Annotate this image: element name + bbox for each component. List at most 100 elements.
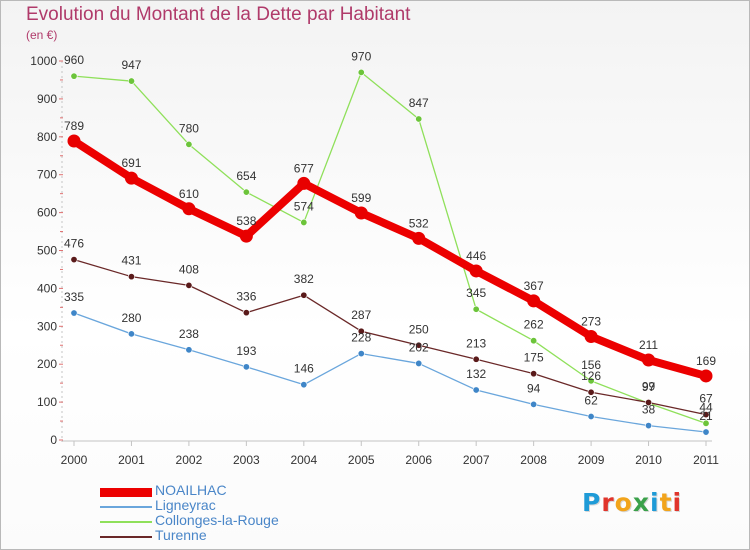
data-label-noailhac: 446: [466, 249, 486, 263]
chart-subtitle: (en €): [26, 28, 58, 42]
data-label-turenne: 175: [524, 351, 544, 365]
data-label-ligneyrac: 280: [121, 311, 141, 325]
data-point-collonges-la-rouge: [185, 140, 193, 148]
data-label-noailhac: 691: [121, 156, 141, 170]
logo-letter: t: [659, 488, 673, 517]
y-tick-label: 100: [37, 395, 57, 409]
data-label-ligneyrac: 238: [179, 327, 199, 341]
data-label-noailhac: 211: [639, 338, 658, 352]
x-tick-label: 2007: [463, 453, 490, 467]
data-label-collonges-la-rouge: 970: [351, 49, 371, 63]
data-point-noailhac: [642, 353, 656, 367]
data-point-turenne: [300, 291, 308, 299]
x-tick-label: 2004: [290, 453, 317, 467]
data-label-noailhac: 532: [409, 216, 429, 230]
data-label-ligneyrac: 202: [409, 340, 429, 354]
x-tick-label: 2006: [405, 453, 432, 467]
y-tick-label: 500: [37, 244, 57, 258]
data-point-noailhac: [354, 206, 368, 220]
y-tick-label: 200: [37, 357, 57, 371]
data-point-ligneyrac: [645, 422, 653, 430]
legend-label-collonges-la-rouge: Collonges-la-Rouge: [155, 512, 279, 528]
y-tick-label: 800: [37, 130, 57, 144]
data-point-noailhac: [297, 176, 311, 190]
data-label-turenne: 476: [64, 237, 84, 251]
data-point-turenne: [242, 309, 250, 317]
logo-letter: P: [582, 488, 602, 517]
data-point-turenne: [127, 273, 135, 281]
data-point-collonges-la-rouge: [242, 188, 250, 196]
data-label-ligneyrac: 94: [527, 381, 541, 395]
data-point-ligneyrac: [415, 359, 423, 367]
legend-swatch-ligneyrac: [100, 506, 152, 508]
data-point-ligneyrac: [242, 363, 250, 371]
data-point-ligneyrac: [357, 350, 365, 358]
data-point-noailhac: [584, 330, 598, 344]
data-point-ligneyrac: [530, 400, 538, 408]
data-label-noailhac: 677: [294, 161, 314, 175]
data-point-collonges-la-rouge: [127, 77, 135, 85]
legend-label-noailhac: NOAILHAC: [155, 482, 227, 498]
data-label-turenne: 213: [466, 336, 486, 350]
data-point-turenne: [530, 370, 538, 378]
data-label-noailhac: 273: [581, 315, 601, 329]
data-label-collonges-la-rouge: 960: [64, 53, 84, 67]
data-point-collonges-la-rouge: [300, 218, 308, 226]
y-tick-label: 900: [37, 92, 57, 106]
x-tick-label: 2000: [61, 453, 88, 467]
legend-label-ligneyrac: Ligneyrac: [155, 497, 216, 513]
data-label-noailhac: 169: [696, 354, 716, 368]
data-label-collonges-la-rouge: 574: [294, 199, 314, 213]
y-tick-label: 300: [37, 319, 57, 333]
data-point-ligneyrac: [127, 330, 135, 338]
data-label-ligneyrac: 335: [64, 290, 84, 304]
data-point-noailhac: [182, 202, 196, 216]
x-tick-label: 2002: [176, 453, 203, 467]
logo-letter: o: [614, 488, 633, 517]
proxiti-logo: Proxiti: [582, 488, 682, 517]
data-point-ligneyrac: [70, 309, 78, 317]
data-point-noailhac: [412, 231, 426, 245]
data-label-ligneyrac: 228: [351, 331, 371, 345]
data-point-collonges-la-rouge: [530, 337, 538, 345]
data-label-ligneyrac: 38: [642, 403, 656, 417]
data-point-turenne: [70, 256, 78, 264]
chart-title: Evolution du Montant de la Dette par Hab…: [26, 4, 411, 25]
data-point-ligneyrac: [300, 381, 308, 389]
legend-swatch-turenne: [100, 536, 152, 538]
data-point-turenne: [702, 411, 710, 419]
data-label-noailhac: 610: [179, 187, 199, 201]
data-label-ligneyrac: 132: [466, 367, 486, 381]
series-line-collonges-la-rouge: [73, 71, 707, 424]
data-label-turenne: 99: [642, 379, 656, 393]
series-line-ligneyrac: [73, 312, 707, 433]
y-tick-label: 400: [37, 281, 57, 295]
data-point-collonges-la-rouge: [472, 305, 480, 313]
y-tick-label: 1000: [30, 54, 57, 68]
y-tick-label: 700: [37, 168, 57, 182]
data-point-noailhac: [527, 294, 541, 308]
data-label-ligneyrac: 62: [584, 394, 598, 408]
data-label-turenne: 250: [409, 322, 429, 336]
data-point-turenne: [587, 388, 595, 396]
data-label-collonges-la-rouge: 156: [581, 358, 601, 372]
y-tick-label: 0: [50, 433, 57, 447]
data-label-collonges-la-rouge: 345: [466, 286, 486, 300]
data-point-noailhac: [699, 369, 713, 383]
x-tick-label: 2009: [578, 453, 605, 467]
data-point-collonges-la-rouge: [415, 115, 423, 123]
data-label-noailhac: 599: [351, 191, 371, 205]
data-point-turenne: [472, 355, 480, 363]
data-label-collonges-la-rouge: 847: [409, 96, 429, 110]
x-tick-label: 2008: [520, 453, 547, 467]
data-label-turenne: 408: [179, 262, 199, 276]
x-tick-label: 2003: [233, 453, 260, 467]
data-point-turenne: [185, 281, 193, 289]
legend-label-turenne: Turenne: [155, 527, 207, 543]
data-label-noailhac: 538: [236, 214, 256, 228]
data-label-collonges-la-rouge: 654: [236, 169, 256, 183]
data-point-collonges-la-rouge: [70, 72, 78, 80]
data-label-collonges-la-rouge: 780: [179, 121, 199, 135]
data-label-ligneyrac: 21: [699, 409, 713, 423]
line-chart: 0 100 200 300 400 500 600 700 800 900 1000 2000 2001…: [30, 49, 719, 467]
